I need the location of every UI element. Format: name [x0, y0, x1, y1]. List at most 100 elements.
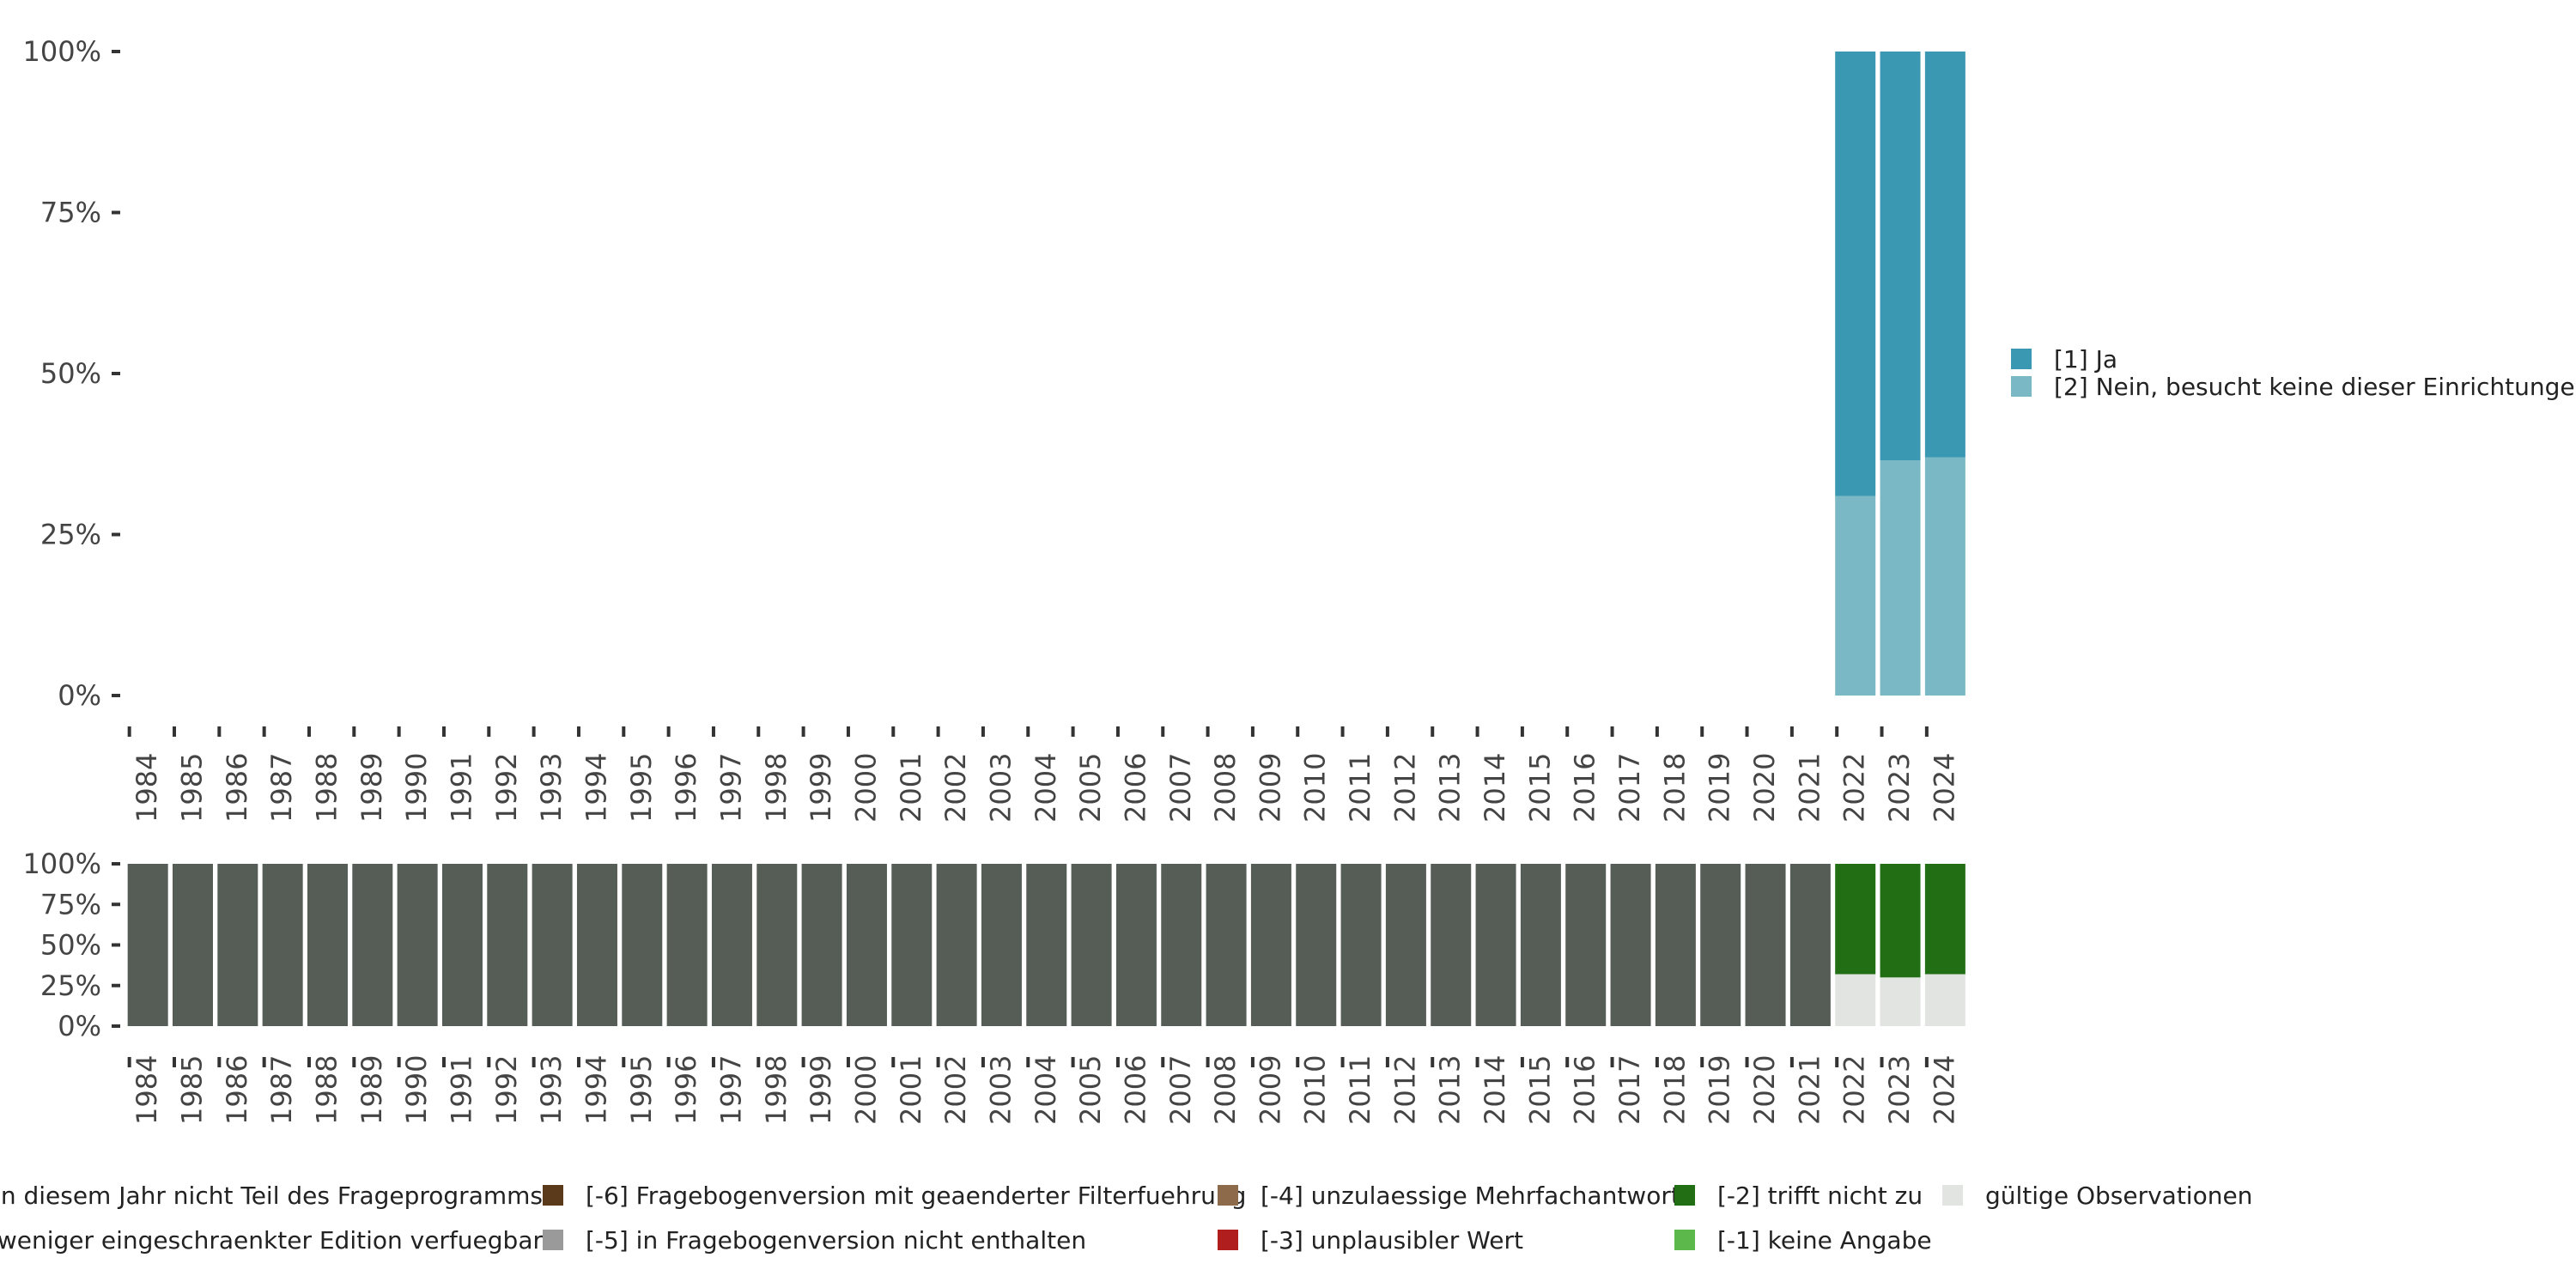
legend-label: [-2] trifft nicht zu [1717, 1182, 1923, 1210]
x-tick-label: 2012 [1388, 753, 1421, 823]
x-tick-label: 1997 [714, 1055, 747, 1125]
x-tick-label: 2009 [1254, 1055, 1286, 1125]
x-tick-label: 2017 [1613, 753, 1646, 823]
bar-segment [1296, 864, 1337, 1026]
x-tick-label: 2017 [1613, 1055, 1646, 1125]
top-stacked-bar-chart: 0% 25% 50% 75% 100% 1984 1985 1986 1987 1988 1989 1… [23, 35, 1965, 823]
x-tick-label: 1993 [535, 1055, 568, 1125]
x-tick-label: 2004 [1030, 1055, 1062, 1125]
x-tick-label: 2009 [1254, 753, 1286, 823]
x-tick-label: 1998 [760, 753, 793, 823]
x-tick-label: 2013 [1434, 1055, 1467, 1125]
x-tick-label: 1987 [265, 753, 298, 823]
bar-segment [576, 864, 617, 1026]
bar-segment [1924, 864, 1965, 975]
bar-segment [936, 864, 977, 1026]
legend-swatch [1218, 1230, 1238, 1250]
bar-segment [981, 864, 1022, 1026]
y-tick-label: 75% [40, 888, 101, 920]
bottom-stacked-bar-chart: 0% 25% 50% 75% 100% 1984 1985 1986 1987 1988 1989 1… [23, 848, 1965, 1125]
x-tick-label: 2019 [1704, 1055, 1736, 1125]
bar-segment [127, 864, 168, 1026]
x-tick-label: 1989 [355, 1055, 388, 1125]
x-tick-label: 1985 [175, 1055, 208, 1125]
x-tick-label: 1999 [805, 1055, 837, 1125]
bar-segment [666, 864, 708, 1026]
legend-swatch [1218, 1185, 1238, 1206]
x-tick-label: 2024 [1928, 1055, 1960, 1125]
bottom-legend: [-8] Frage in diesem Jahr nicht Teil des… [0, 1182, 2252, 1255]
bar-segment [1115, 864, 1157, 1026]
x-tick-label: 2012 [1388, 1055, 1421, 1125]
x-tick-label: 1988 [310, 1055, 343, 1125]
bar-segment [1924, 457, 1965, 696]
x-tick-label: 1996 [670, 753, 702, 823]
bar-segment [1924, 52, 1965, 458]
bar-segment [352, 864, 393, 1026]
x-tick-label: 2018 [1658, 753, 1691, 823]
legend-label: gültige Observationen [1985, 1182, 2252, 1210]
bar-segment [1835, 52, 1876, 496]
bar-segment [487, 864, 528, 1026]
legend-swatch [1942, 1185, 1963, 1206]
x-tick-label: 2005 [1074, 753, 1107, 823]
bar-segment [262, 864, 303, 1026]
x-tick-label: 2016 [1569, 753, 1601, 823]
x-tick-label: 2001 [895, 753, 927, 823]
x-tick-label: 2002 [939, 1055, 972, 1125]
bar-segment [1026, 864, 1067, 1026]
legend-label: [-7] nur in weniger eingeschraenkter Edi… [0, 1226, 543, 1255]
x-tick-label: 1984 [131, 753, 163, 823]
y-tick-label: 100% [23, 848, 101, 880]
bar-segment [1745, 864, 1786, 1026]
bar-segment [441, 864, 483, 1026]
y-tick-label: 50% [40, 929, 101, 962]
x-tick-label: 2007 [1164, 753, 1197, 823]
bar-segment [1565, 864, 1607, 1026]
bar-segment [1789, 864, 1831, 1026]
x-tick-label: 2014 [1479, 1055, 1511, 1125]
bar-segment [532, 864, 573, 1026]
x-tick-label: 1991 [445, 753, 477, 823]
x-tick-label: 1993 [535, 753, 568, 823]
x-tick-label: 2004 [1030, 753, 1062, 823]
x-tick-label: 1984 [131, 1055, 163, 1125]
bar-segment [1161, 864, 1202, 1026]
bar-segment [1835, 495, 1876, 696]
x-tick-label: 1989 [355, 753, 388, 823]
x-tick-label: 2010 [1299, 753, 1332, 823]
bar-segment [1924, 974, 1965, 1026]
legend-label: [-6] Fragebogenversion mit geaenderter F… [586, 1182, 1246, 1210]
x-tick-label: 2001 [895, 1055, 927, 1125]
x-tick-label: 1985 [175, 753, 208, 823]
legend-label: [-8] Frage in diesem Jahr nicht Teil des… [0, 1182, 543, 1210]
x-tick-label: 2008 [1209, 753, 1242, 823]
x-tick-label: 2011 [1344, 1055, 1376, 1125]
x-tick-label: 2015 [1523, 753, 1556, 823]
bar-segment [1340, 864, 1382, 1026]
x-tick-label: 2010 [1299, 1055, 1332, 1125]
bar-segment [1835, 974, 1876, 1026]
bar-segment [217, 864, 258, 1026]
bar-segment [1250, 864, 1291, 1026]
x-tick-label: 1997 [714, 753, 747, 823]
bar-segment [1880, 977, 1921, 1026]
x-tick-label: 1986 [221, 1055, 253, 1125]
bar-segment [891, 864, 933, 1026]
x-tick-label: 1990 [400, 1055, 433, 1125]
bar-segment [1071, 864, 1112, 1026]
bar-segment [1655, 864, 1696, 1026]
bar-segment [1880, 52, 1921, 461]
legend-label: [-5] in Fragebogenversion nicht enthalte… [586, 1226, 1086, 1255]
x-tick-label: 2018 [1658, 1055, 1691, 1125]
x-tick-label: 1986 [221, 753, 253, 823]
x-tick-label: 2005 [1074, 1055, 1107, 1125]
legend-label: [-4] unzulaessige Mehrfachantwort [1261, 1182, 1680, 1210]
x-tick-label: 2023 [1883, 1055, 1916, 1125]
y-tick-label: 75% [40, 197, 101, 229]
x-tick-label: 2023 [1883, 753, 1916, 823]
x-tick-label: 1994 [580, 1055, 612, 1125]
x-tick-label: 1995 [625, 753, 658, 823]
bar-segment [846, 864, 887, 1026]
